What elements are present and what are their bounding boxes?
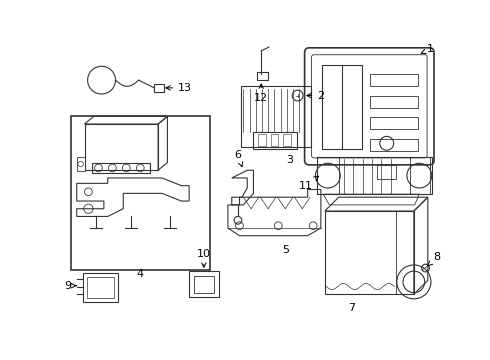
Bar xyxy=(83,273,118,302)
Bar xyxy=(369,95,418,108)
Bar xyxy=(317,157,339,194)
Text: 4: 4 xyxy=(137,269,144,279)
Bar xyxy=(92,163,150,173)
Text: 6: 6 xyxy=(234,150,243,167)
Bar xyxy=(377,165,396,179)
Bar xyxy=(317,157,432,194)
Bar xyxy=(321,65,362,149)
Bar xyxy=(410,157,430,194)
Bar xyxy=(154,84,164,92)
Bar xyxy=(325,211,414,294)
Text: 11: 11 xyxy=(298,176,318,191)
Bar xyxy=(270,134,278,147)
Text: 9: 9 xyxy=(64,281,76,291)
Text: 2: 2 xyxy=(307,91,324,100)
Text: 13: 13 xyxy=(166,83,192,93)
Text: 12: 12 xyxy=(254,84,268,103)
Text: 8: 8 xyxy=(428,252,441,266)
Bar xyxy=(369,117,418,130)
Text: 3: 3 xyxy=(286,155,294,165)
Text: 10: 10 xyxy=(197,249,211,267)
Text: 1: 1 xyxy=(421,44,434,54)
Bar xyxy=(257,72,268,80)
Bar xyxy=(283,134,291,147)
Text: 7: 7 xyxy=(348,303,355,314)
Bar xyxy=(258,134,266,147)
Bar xyxy=(241,86,311,147)
Bar xyxy=(71,116,210,270)
Bar xyxy=(369,74,418,86)
Text: 5: 5 xyxy=(283,245,290,255)
Bar xyxy=(253,132,297,149)
Bar xyxy=(77,157,84,171)
Bar xyxy=(369,139,418,151)
Bar xyxy=(194,276,214,293)
Bar xyxy=(87,276,114,298)
Bar xyxy=(189,271,219,297)
Bar xyxy=(84,124,158,170)
